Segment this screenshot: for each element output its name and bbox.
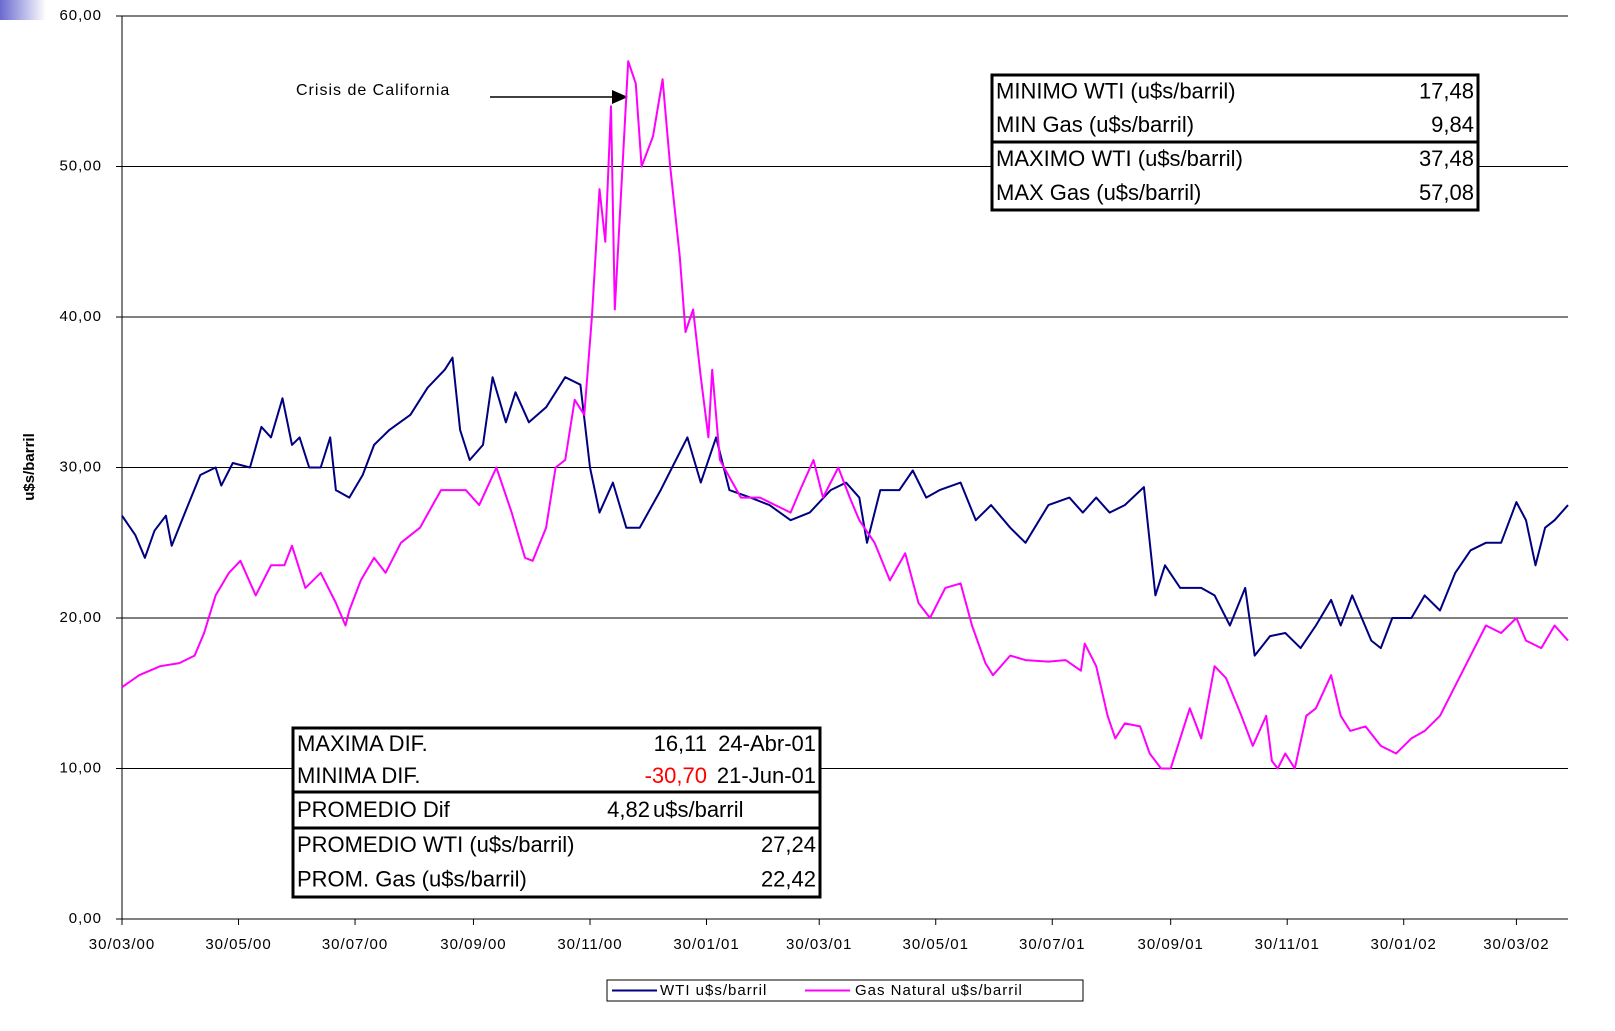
- stats-cell: MINIMO WTI (u$s/barril): [996, 78, 1236, 103]
- stats-cell: MAXIMO WTI (u$s/barril): [996, 146, 1243, 171]
- stats-cell: 22,42: [761, 866, 816, 891]
- stats-cell: MAXIMA DIF.: [297, 731, 428, 756]
- annotation: Crisis de California: [296, 82, 450, 99]
- stats-cell: 16,11: [654, 731, 707, 756]
- x-tick-label: 30/09/01: [1137, 936, 1203, 953]
- x-tick-label: 30/01/01: [673, 936, 739, 953]
- y-axis-title: u$s/barril: [21, 433, 38, 501]
- x-tick-label: 30/11/00: [557, 936, 622, 953]
- legend-label: WTI u$s/barril: [660, 982, 767, 999]
- stats-cell: PROM. Gas (u$s/barril): [297, 866, 527, 891]
- x-tick-label: 30/07/00: [322, 936, 388, 953]
- stats-cell: 21-Jun-01: [717, 763, 816, 788]
- x-tick-label: 30/07/01: [1019, 936, 1085, 953]
- stats-cell: -30,70: [645, 763, 707, 788]
- legend-label: Gas Natural u$s/barril: [855, 982, 1023, 999]
- corner-decoration: [0, 0, 46, 20]
- stats-cell: 4,82: [607, 797, 650, 822]
- stats-cell: PROMEDIO WTI (u$s/barril): [297, 832, 574, 857]
- y-tick-label: 50,00: [59, 157, 102, 174]
- x-tick-label: 30/05/01: [903, 936, 969, 953]
- stats-cell: PROMEDIO Dif: [297, 797, 451, 822]
- y-tick-label: 30,00: [59, 458, 102, 475]
- x-tick-label: 30/01/02: [1371, 936, 1437, 953]
- x-tick-label: 30/03/02: [1483, 936, 1549, 953]
- stats-cell: 24-Abr-01: [718, 731, 816, 756]
- y-tick-label: 60,00: [59, 7, 102, 24]
- stats-cell: u$s/barril: [653, 797, 743, 822]
- stats-cell: 27,24: [761, 832, 816, 857]
- stats-box: [291, 726, 822, 899]
- stats-cell: MAX Gas (u$s/barril): [996, 180, 1201, 205]
- series-line: [121, 356, 1569, 657]
- x-tick-label: 30/11/01: [1255, 936, 1320, 953]
- y-tick-label: 0,00: [69, 910, 102, 927]
- stats-cell: MINIMA DIF.: [297, 763, 420, 788]
- x-tick-label: 30/05/00: [205, 936, 271, 953]
- annotation-arrowhead: [612, 90, 628, 104]
- stats-cell: MIN Gas (u$s/barril): [996, 112, 1194, 137]
- y-tick-label: 40,00: [59, 308, 102, 325]
- stats-cell: 17,48: [1419, 78, 1474, 103]
- x-tick-label: 30/03/01: [786, 936, 852, 953]
- y-tick-label: 20,00: [59, 609, 102, 626]
- x-tick-label: 30/09/00: [440, 936, 506, 953]
- x-tick-label: 30/03/00: [89, 936, 155, 953]
- y-tick-label: 10,00: [59, 759, 102, 776]
- stats-cell: 37,48: [1419, 146, 1474, 171]
- series-line: [121, 60, 1569, 770]
- stats-cell: 57,08: [1419, 180, 1474, 205]
- stats-cell: 9,84: [1431, 112, 1474, 137]
